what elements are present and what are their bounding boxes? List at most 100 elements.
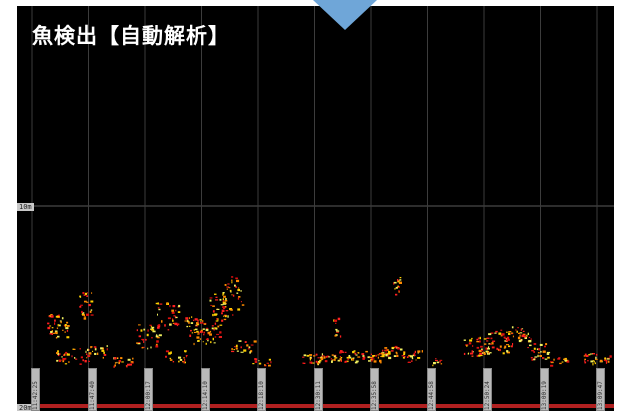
fish-echo bbox=[546, 351, 551, 354]
fish-echo bbox=[86, 295, 88, 297]
fish-echo bbox=[189, 334, 192, 337]
fish-echo bbox=[172, 318, 174, 320]
fish-echo bbox=[584, 361, 587, 364]
fish-echo bbox=[47, 322, 50, 325]
fish-echo bbox=[199, 319, 202, 321]
fish-echo bbox=[184, 358, 186, 361]
fish-echo bbox=[237, 287, 240, 289]
fish-echo bbox=[254, 358, 258, 361]
fish-echo bbox=[487, 351, 489, 353]
fish-echo bbox=[393, 281, 397, 284]
fish-echo bbox=[97, 352, 99, 355]
fish-echo bbox=[196, 336, 200, 339]
fish-echo bbox=[84, 300, 87, 303]
fish-echo bbox=[214, 293, 217, 295]
fish-echo bbox=[79, 363, 82, 365]
fish-echo bbox=[206, 327, 209, 329]
fish-echo bbox=[353, 350, 356, 352]
fish-echo bbox=[88, 304, 91, 307]
fish-echo bbox=[197, 340, 199, 342]
fish-echo bbox=[200, 329, 203, 332]
fish-echo bbox=[231, 279, 233, 281]
fish-echo bbox=[371, 358, 375, 360]
fish-echo bbox=[268, 358, 271, 361]
fish-echo bbox=[222, 298, 224, 301]
fish-echo bbox=[417, 352, 419, 354]
fish-echo bbox=[84, 316, 86, 318]
fish-echo bbox=[82, 292, 85, 295]
fish-echo bbox=[65, 357, 67, 360]
fish-echo bbox=[394, 345, 398, 349]
fish-echo bbox=[593, 360, 595, 363]
fish-echo bbox=[341, 351, 345, 353]
fish-echo bbox=[240, 290, 242, 292]
fish-echo bbox=[346, 356, 350, 359]
fish-echo bbox=[321, 356, 323, 358]
fish-echo bbox=[50, 314, 53, 316]
fish-echo bbox=[194, 318, 198, 321]
fish-echo bbox=[352, 351, 355, 354]
fish-echo bbox=[313, 355, 316, 357]
fish-echo bbox=[216, 333, 220, 335]
fish-echo bbox=[217, 318, 219, 321]
fish-echo bbox=[375, 354, 377, 357]
fish-echo bbox=[399, 348, 403, 351]
fish-echo bbox=[235, 344, 238, 348]
fish-echo bbox=[196, 322, 199, 325]
fish-echo bbox=[185, 355, 188, 357]
fish-echo bbox=[234, 284, 236, 287]
fish-echo bbox=[221, 312, 223, 315]
fish-echo bbox=[171, 311, 175, 314]
fish-echo bbox=[395, 286, 398, 289]
fish-echo bbox=[331, 360, 333, 363]
fish-echo bbox=[333, 355, 336, 358]
fish-echo bbox=[57, 350, 59, 353]
fish-echo bbox=[527, 332, 529, 335]
fish-echo bbox=[164, 324, 166, 327]
fish-echo bbox=[86, 301, 89, 303]
fish-echo bbox=[138, 324, 141, 326]
fish-echo bbox=[566, 360, 570, 363]
fish-echo bbox=[212, 305, 215, 307]
fish-echo bbox=[72, 348, 75, 350]
fish-echo bbox=[529, 344, 532, 347]
fish-echo bbox=[52, 332, 56, 334]
fish-echo bbox=[589, 353, 593, 355]
fish-echo bbox=[302, 356, 305, 358]
fish-echo bbox=[606, 358, 610, 360]
fish-echo bbox=[533, 343, 537, 345]
fish-echo bbox=[155, 345, 159, 348]
fish-echo bbox=[195, 325, 198, 327]
fish-echo bbox=[150, 325, 152, 328]
fish-echo bbox=[183, 361, 185, 364]
fish-echo bbox=[101, 349, 105, 352]
fish-echo bbox=[225, 306, 227, 308]
fish-echo bbox=[73, 348, 76, 350]
fish-echo bbox=[330, 358, 332, 360]
fish-echoes bbox=[47, 276, 612, 368]
fish-echo bbox=[167, 329, 170, 331]
fish-echo bbox=[478, 349, 482, 352]
fish-echo bbox=[173, 315, 176, 317]
fish-echo bbox=[118, 360, 121, 363]
time-stamp: 12:50:24 bbox=[483, 368, 492, 411]
fish-echo bbox=[114, 362, 117, 364]
fish-echo bbox=[179, 359, 183, 361]
fish-echo bbox=[174, 322, 178, 326]
fish-echo bbox=[149, 324, 152, 326]
fish-echo bbox=[355, 354, 358, 356]
fish-echo bbox=[191, 316, 193, 318]
fish-echo bbox=[202, 320, 204, 323]
fish-echo bbox=[534, 356, 538, 358]
fish-echo bbox=[83, 294, 86, 296]
fish-echo bbox=[435, 359, 438, 362]
fish-echo bbox=[213, 313, 217, 316]
fish-echo bbox=[472, 351, 474, 353]
fish-echo bbox=[252, 363, 255, 365]
fish-echo bbox=[253, 340, 257, 343]
fish-echo bbox=[365, 350, 368, 353]
fish-echo bbox=[370, 353, 372, 355]
fish-echo bbox=[200, 321, 203, 324]
fish-echo bbox=[215, 296, 218, 298]
fish-echo bbox=[485, 347, 489, 350]
